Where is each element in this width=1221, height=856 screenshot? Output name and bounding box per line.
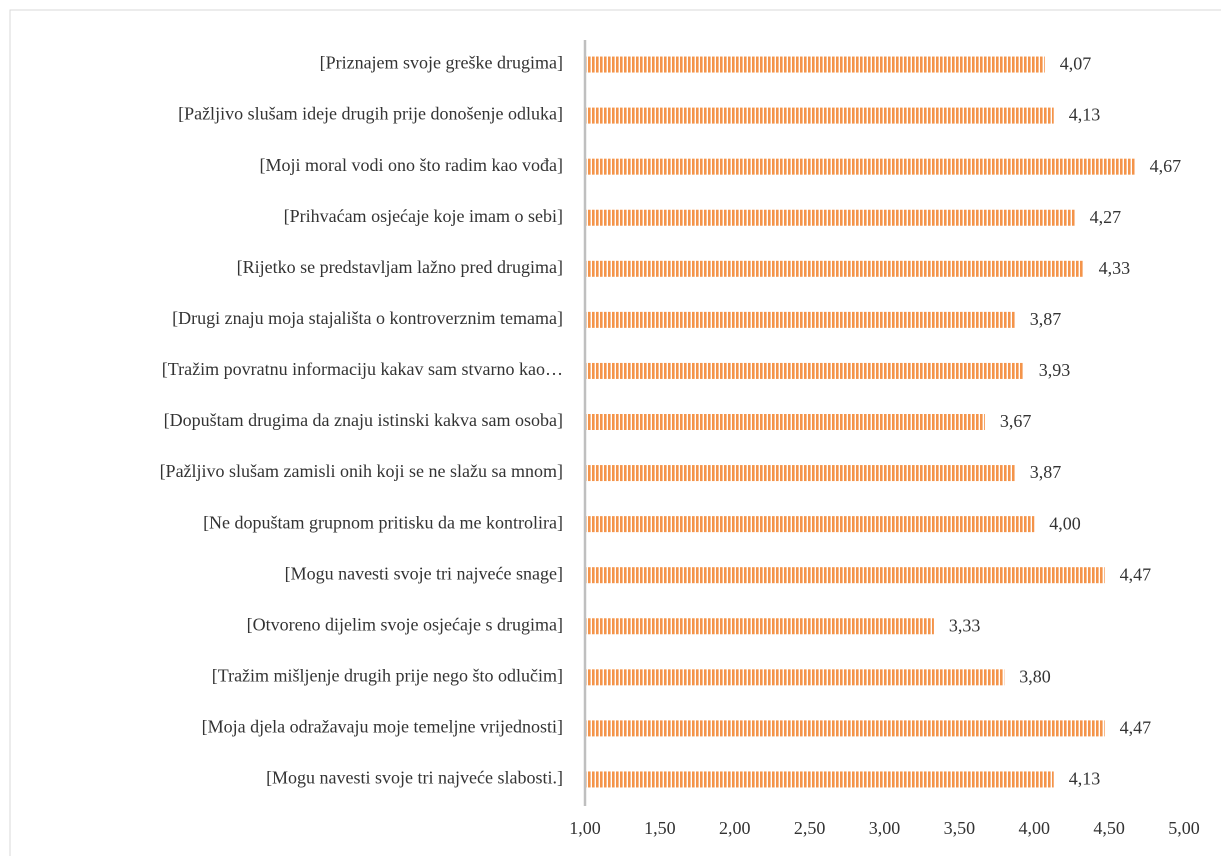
value-label: 4,07	[1060, 54, 1092, 74]
value-label: 3,80	[1019, 666, 1051, 686]
bar	[585, 516, 1035, 533]
y-tick-label: [Prihvaćam osjećaje koje imam o sebi]	[284, 206, 563, 226]
value-label: 3,67	[1000, 411, 1032, 431]
bar	[585, 567, 1105, 584]
y-tick-label: [Pažljivo slušam ideje drugih prije dono…	[178, 104, 563, 124]
bar	[585, 311, 1015, 328]
bar	[585, 414, 985, 430]
x-tick-label: 5,00	[1168, 818, 1200, 838]
x-tick-label: 1,50	[644, 818, 676, 838]
value-label: 4,27	[1090, 207, 1122, 227]
y-tick-label: [Otvoreno dijelim svoje osjećaje s drugi…	[247, 614, 563, 634]
value-label: 3,87	[1030, 309, 1062, 329]
bar	[585, 465, 1015, 482]
bar	[585, 618, 934, 635]
bar	[585, 107, 1054, 124]
value-label: 4,47	[1120, 564, 1152, 584]
value-label: 4,13	[1069, 769, 1101, 789]
bar	[585, 362, 1024, 379]
bar	[585, 158, 1135, 175]
x-tick-label: 4,00	[1019, 818, 1051, 838]
bar	[585, 260, 1084, 277]
y-tick-label: [Tražim povratnu informaciju kakav sam s…	[162, 359, 563, 379]
y-tick-label: [Priznajem svoje greške drugima]	[320, 53, 563, 73]
y-tick-label: [Moji moral vodi ono što radim kao vođa]	[260, 155, 563, 175]
value-label: 4,13	[1069, 105, 1101, 125]
y-tick-label: [Ne dopuštam grupnom pritisku da me kont…	[203, 512, 563, 532]
x-tick-label: 3,50	[944, 818, 976, 838]
y-tick-label: [Tražim mišljenje drugih prije nego što …	[212, 665, 563, 685]
value-label: 4,33	[1099, 258, 1131, 278]
bar	[585, 771, 1054, 788]
chart-frame	[9, 9, 1221, 856]
y-tick-label: [Mogu navesti svoje tri najveće snage]	[285, 563, 563, 583]
bar	[585, 669, 1005, 686]
bar	[585, 720, 1105, 737]
value-label: 3,33	[949, 615, 981, 635]
x-tick-label: 2,50	[794, 818, 826, 838]
y-tick-label: [Rijetko se predstavljam lažno pred drug…	[237, 257, 563, 277]
y-tick-label: [Moja djela odražavaju moje temeljne vri…	[202, 717, 563, 737]
value-label: 4,00	[1049, 513, 1081, 533]
value-label: 3,93	[1039, 360, 1071, 380]
y-tick-label: [Pažljivo slušam zamisli onih koji se ne…	[160, 461, 563, 481]
x-tick-label: 4,50	[1093, 818, 1125, 838]
value-label: 4,67	[1150, 156, 1182, 176]
bar	[585, 209, 1075, 226]
value-label: 3,87	[1030, 462, 1062, 482]
y-tick-label: [Dopuštam drugima da znaju istinski kakv…	[164, 410, 563, 430]
x-tick-label: 3,00	[869, 818, 901, 838]
bar	[585, 56, 1045, 73]
x-tick-label: 2,00	[719, 818, 751, 838]
value-label: 4,47	[1120, 718, 1152, 738]
y-tick-label: [Drugi znaju moja stajališta o kontrover…	[172, 308, 563, 328]
y-tick-label: [Mogu navesti svoje tri najveće slabosti…	[266, 768, 563, 788]
x-tick-label: 1,00	[569, 818, 601, 838]
